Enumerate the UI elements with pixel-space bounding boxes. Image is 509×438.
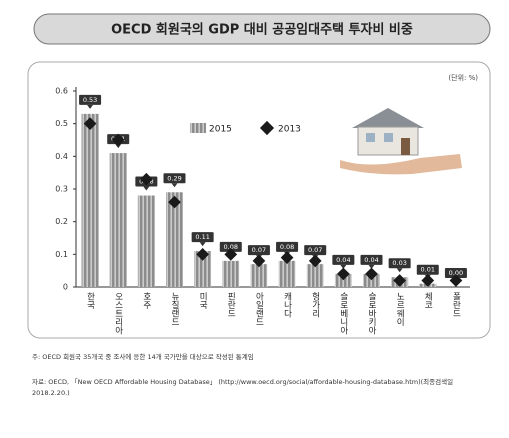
page: OECD 회원국의 GDP 대비 공공임대주택 투자비 비중 (단위: %) 0… bbox=[0, 0, 509, 438]
value-label: 0.07 bbox=[252, 246, 266, 254]
legend-swatch bbox=[190, 123, 206, 133]
x-tick-label: 체코 bbox=[423, 291, 433, 309]
value-label: 0.07 bbox=[308, 246, 322, 254]
value-label: 0.08 bbox=[280, 243, 294, 251]
x-tick-label: 오스트리아 bbox=[113, 292, 123, 335]
x-tick-label: 슬로바키아 bbox=[367, 292, 377, 335]
value-label: 0.03 bbox=[392, 259, 406, 267]
bar bbox=[222, 261, 239, 287]
bar bbox=[82, 114, 99, 287]
x-tick-label: 한국 bbox=[85, 292, 95, 310]
value-label: 0.29 bbox=[167, 174, 181, 182]
source: 자료: OECD, 「New OECD Affordable Housing D… bbox=[32, 377, 472, 399]
x-tick-label: 호주 bbox=[141, 292, 151, 310]
value-label: 0.04 bbox=[364, 256, 378, 264]
x-tick-label: 슬로베니아 bbox=[338, 292, 348, 335]
value-label: 0.01 bbox=[421, 266, 435, 274]
bar bbox=[279, 261, 296, 287]
legend-label: 2015 bbox=[209, 125, 232, 135]
note: 주: OECD 회원국 35개국 중 조사에 응한 14개 국가만을 대상으로 … bbox=[32, 352, 492, 363]
x-tick-label: 핀란드 bbox=[226, 292, 236, 318]
x-tick-label: 헝가리 bbox=[310, 292, 320, 318]
bar bbox=[250, 264, 267, 287]
bar bbox=[138, 196, 155, 287]
y-tick-label: 0 bbox=[63, 283, 68, 292]
unit: (단위: %) bbox=[448, 73, 478, 82]
legend-label: 2013 bbox=[278, 125, 301, 135]
x-tick-label: 뉴질랜드 bbox=[170, 292, 180, 326]
value-label: 0.53 bbox=[83, 96, 97, 104]
y-tick-label: 0.3 bbox=[55, 185, 68, 194]
value-label: 0.11 bbox=[195, 233, 209, 241]
x-tick-label: 폴란드 bbox=[451, 292, 461, 318]
y-tick-label: 0.4 bbox=[55, 152, 68, 161]
bar bbox=[110, 153, 127, 287]
x-tick-label: 아일랜드 bbox=[254, 291, 264, 326]
y-tick-label: 0.6 bbox=[55, 87, 68, 96]
x-tick-label: 노르웨이 bbox=[395, 292, 405, 327]
value-label: 0.04 bbox=[336, 256, 350, 264]
x-tick-label: 미국 bbox=[198, 292, 208, 310]
y-tick-label: 0.5 bbox=[55, 119, 68, 128]
y-tick-label: 0.1 bbox=[55, 250, 68, 259]
y-tick-label: 0.2 bbox=[55, 217, 68, 226]
chart: OECD 회원국의 GDP 대비 공공임대주택 투자비 비중 (단위: %) 0… bbox=[0, 0, 509, 438]
title: OECD 회원국의 GDP 대비 공공임대주택 투자비 비중 bbox=[111, 22, 413, 38]
bar bbox=[307, 264, 324, 287]
x-tick-label: 캐나다 bbox=[282, 292, 292, 318]
